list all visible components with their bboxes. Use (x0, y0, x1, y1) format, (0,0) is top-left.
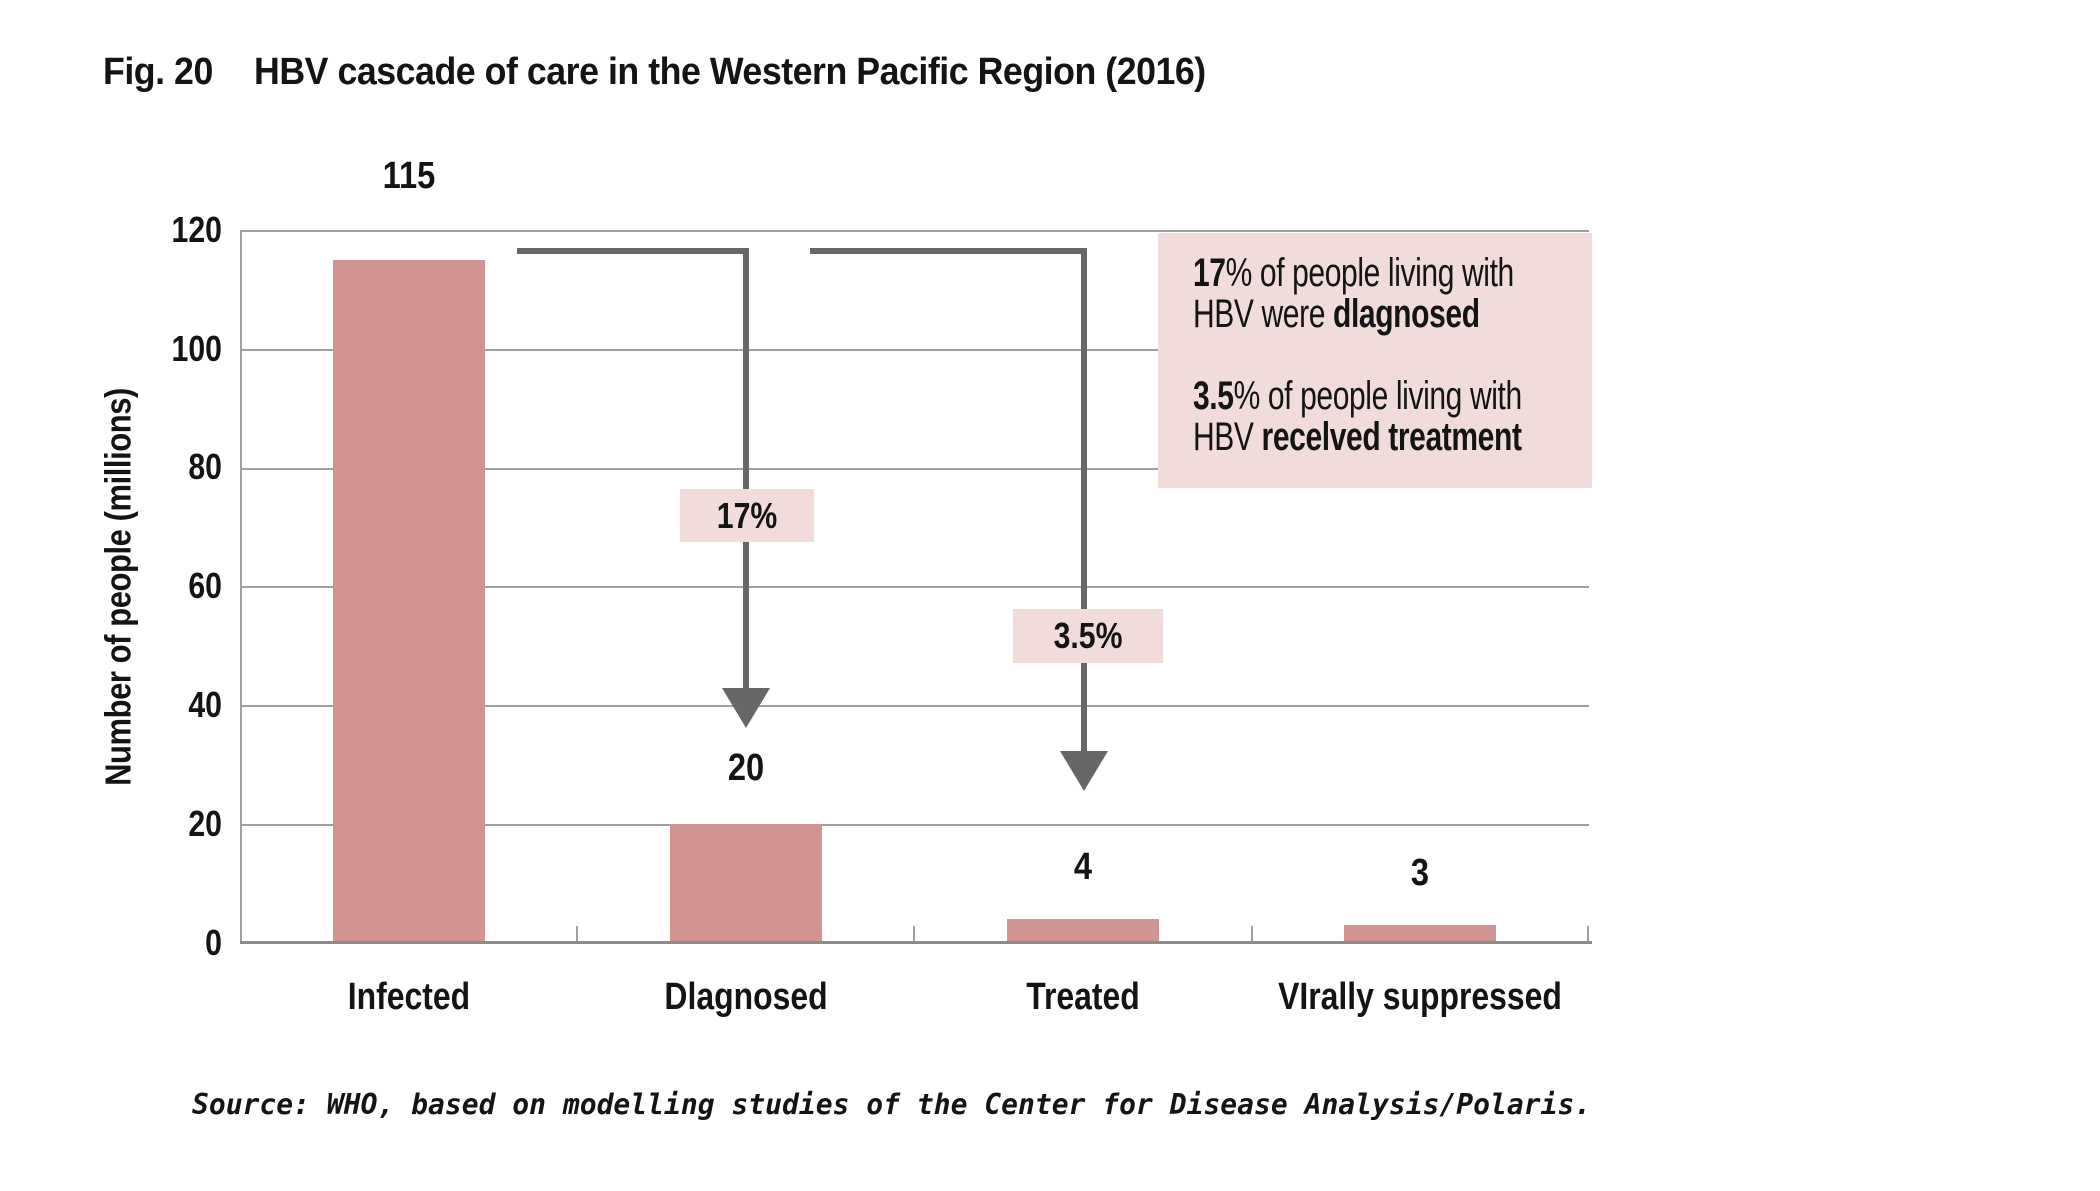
note-spacer (1193, 335, 1592, 376)
note-box: 17% of people living with HBV were dlagn… (1158, 233, 1592, 488)
y-tick-60: 60 (188, 565, 222, 606)
gridline-40 (240, 705, 1589, 707)
bar-infected (333, 259, 485, 943)
bar-value-diagnosed: 20 (727, 747, 765, 790)
y-tick-100: 100 (171, 328, 222, 369)
gridline-80 (240, 468, 1589, 470)
bar-diagnosed (670, 824, 822, 943)
arrow-diagnosed-vertical (743, 248, 749, 690)
category-treated: Treated (1026, 976, 1140, 1018)
note-line-4-bold: recelved treatment (1261, 415, 1522, 459)
note-line-1-rest: % of people living with (1225, 251, 1515, 295)
bar-value-infected: 115 (382, 154, 436, 197)
arrow-treated-vertical (1081, 248, 1087, 753)
x-axis-line (240, 941, 1592, 944)
note-line-3-rest: % of people living with (1233, 374, 1523, 418)
note-line-2: HBV were dlagnosed (1193, 294, 1492, 335)
arrow-treated-head-icon (1060, 751, 1108, 791)
pct-label-diagnosed-text: 17% (716, 494, 778, 536)
bar-value-virally-suppressed: 3 (1410, 852, 1430, 895)
gridline-60 (240, 586, 1589, 588)
note-line-1-bold: 17 (1193, 251, 1226, 295)
pct-label-diagnosed: 17% (680, 489, 814, 542)
category-diagnosed: Dlagnosed (664, 976, 828, 1018)
note-line-3-bold: 3.5 (1193, 374, 1234, 418)
x-tick-1 (576, 926, 578, 943)
arrow-treated-horizontal (810, 248, 1087, 254)
figure-number: Fig. 20 (103, 51, 213, 93)
category-infected: Infected (347, 976, 471, 1018)
figure-title: Fig. 20 HBV cascade of care in the Weste… (103, 50, 1266, 94)
arrow-diagnosed-head-icon (722, 688, 770, 728)
chart-title: HBV cascade of care in the Western Pacif… (253, 51, 1206, 93)
gridline-100 (240, 349, 1589, 351)
source-note: Source: WHO, based on modelling studies … (192, 1088, 1592, 1121)
bar-virally-suppressed (1344, 925, 1496, 943)
y-tick-120: 120 (171, 209, 222, 250)
note-line-2-bold: dlagnosed (1333, 292, 1480, 336)
y-tick-40: 40 (188, 684, 222, 725)
gridline-120 (240, 230, 1589, 232)
y-axis-line (240, 230, 242, 943)
note-line-1: 17% of people living with (1193, 251, 1514, 295)
gridline-20 (240, 824, 1589, 826)
note-line-2-pre: HBV were (1193, 292, 1334, 336)
x-tick-4 (1587, 926, 1589, 943)
y-tick-0: 0 (205, 922, 222, 963)
x-tick-2 (913, 926, 915, 943)
category-virally-suppressed: VIrally suppressed (1278, 976, 1562, 1018)
bar-treated (1007, 919, 1159, 943)
arrow-diagnosed-horizontal (517, 248, 749, 254)
pct-label-treated: 3.5% (1013, 609, 1163, 663)
y-tick-20: 20 (188, 803, 222, 844)
note-line-4-pre: HBV (1193, 415, 1262, 459)
x-tick-3 (1251, 926, 1253, 943)
bar-value-treated: 4 (1073, 846, 1093, 889)
pct-label-treated-text: 3.5% (1053, 615, 1123, 656)
y-tick-80: 80 (188, 446, 222, 487)
note-line-3: 3.5% of people living with (1193, 374, 1522, 418)
note-line-4: HBV recelved treatment (1193, 415, 1522, 459)
